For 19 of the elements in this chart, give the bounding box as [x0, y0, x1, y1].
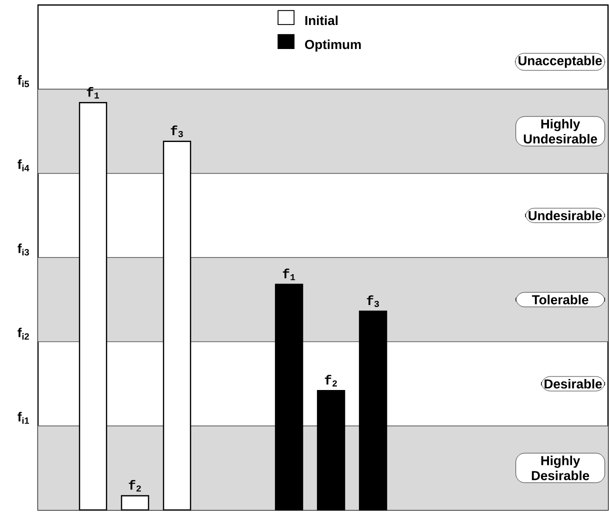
ref-line-label: f$_{i1}$: [18, 412, 30, 424]
series-label: f$_{1}$: [282, 268, 296, 280]
ref-line-label: f$_{i5}$: [18, 75, 30, 88]
ref-line-label: f$_{i2}$: [18, 328, 29, 340]
text: Undesirable: [528, 210, 602, 220]
band-label: Highly Undesirable: [524, 118, 598, 144]
text: Optimum: [305, 40, 361, 52]
series-label: f$_{2}$: [128, 480, 141, 492]
text: f$_{1}$: [86, 86, 100, 98]
ref-line-label: f$_{i3}$: [18, 244, 29, 256]
text: Initial: [305, 16, 338, 26]
text: f$_{3}$: [170, 125, 183, 138]
series-label: f$_{3}$: [366, 295, 379, 308]
band-label: Tolerable: [532, 294, 588, 304]
text: Desirable: [544, 378, 602, 389]
text: f$_{2}$: [324, 374, 337, 386]
band-label: Highly Desirable: [532, 456, 590, 480]
ref-line-label: f$_{i4}$: [18, 159, 30, 172]
text: Unacceptable: [518, 56, 602, 68]
